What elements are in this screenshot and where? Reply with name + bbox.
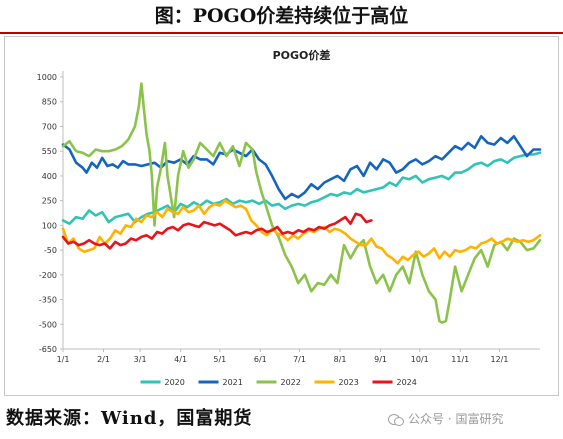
x-tick-label: 1/1 [57,355,70,364]
y-tick-label: -500 [39,320,57,329]
x-tick-label: 10/1 [411,355,429,364]
x-tick-label: 12/1 [491,355,509,364]
y-tick-label: 700 [42,122,57,131]
y-tick-label: 100 [42,221,57,230]
x-tick-label: 6/1 [254,355,267,364]
y-tick-label: 1000 [37,73,57,82]
series-line-2023 [61,199,542,265]
series-line-2024 [61,212,373,250]
legend-label-2022: 2022 [281,378,301,387]
x-tick-label: 7/1 [293,355,306,364]
x-tick-label: 11/1 [451,355,469,364]
legend-label-2020: 2020 [165,378,185,387]
legend-label-2023: 2023 [339,378,359,387]
legend-label-2024: 2024 [397,378,417,387]
y-tick-label: -650 [39,345,57,354]
x-tick-label: 5/1 [213,355,226,364]
header-bar: 图：POGO价差持续位于高位 [0,0,563,34]
x-tick-label: 4/1 [174,355,187,364]
watermark-text: 公众号 · 国富研究 [408,412,504,426]
series-line-2021 [61,135,542,201]
watermark: 公众号 · 国富研究 [388,408,503,430]
x-tick-label: 2/1 [97,355,110,364]
chart-title: POGO价差 [273,48,331,62]
x-tick-label: 3/1 [134,355,147,364]
x-tick-label: 8/1 [334,355,347,364]
chart-frame: POGO价差 1000 850 700 550 400 250 100 -50 -200 -350 -… [4,36,559,396]
series-line-2022 [61,82,542,324]
y-tick-label: 850 [42,98,57,107]
y-tick-label: -350 [39,296,57,305]
data-source: 数据来源：Wind，国富期货 [6,408,253,429]
wechat-icon [388,413,404,426]
pogo-spread-chart: POGO价差 1000 850 700 550 400 250 100 -50 -200 -350 -… [37,48,542,387]
y-tick-label: 550 [42,147,57,156]
figure-title: 图：POGO价差持续位于高位 [154,5,409,27]
x-tick-label: 9/1 [374,355,387,364]
y-tick-label: -50 [44,246,57,255]
y-tick-label: -200 [39,271,57,280]
y-tick-label: 250 [42,197,57,206]
legend-label-2021: 2021 [223,378,243,387]
y-tick-label: 400 [42,172,57,181]
series-line-2020 [61,151,542,225]
